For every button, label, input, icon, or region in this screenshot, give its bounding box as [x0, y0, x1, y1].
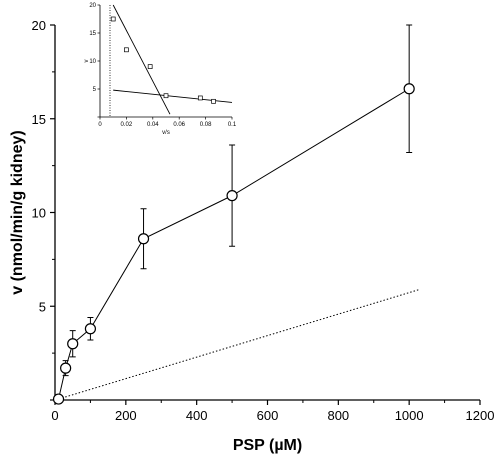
- data-point: [67, 338, 79, 350]
- inset-data-point: [110, 16, 116, 22]
- inset-x-tick-label: 0.06: [173, 122, 185, 128]
- data-point: [52, 393, 65, 405]
- data-point: [403, 83, 415, 95]
- x-tick-label: 600: [257, 408, 279, 423]
- inset-data-point: [163, 93, 169, 99]
- x-tick-label: 200: [115, 408, 137, 423]
- data-point: [226, 190, 238, 202]
- x-tick-label: 1000: [395, 408, 424, 423]
- y-tick-label: 5: [39, 299, 46, 314]
- inset-x-tick-label: 0.02: [121, 122, 133, 128]
- data-point: [60, 362, 72, 374]
- inset-y-tick-label: 5: [93, 87, 97, 93]
- inset-y-axis-title: v: [84, 60, 90, 63]
- inset-x-tick-label: 0.1: [228, 122, 237, 128]
- x-tick-label: 1200: [466, 408, 495, 423]
- data-point: [84, 323, 97, 335]
- y-tick-label: 15: [32, 112, 46, 127]
- x-tick-label: 800: [327, 408, 349, 423]
- inset-data-point: [147, 64, 153, 69]
- data-point: [137, 233, 150, 245]
- data-line-series: [58, 88, 410, 400]
- x-tick-label: 400: [186, 408, 208, 423]
- inset-data-point: [197, 95, 203, 101]
- x-tick-label: 0: [51, 408, 58, 423]
- y-tick-label: 20: [32, 18, 46, 33]
- inset-x-tick-label: 0.08: [200, 122, 212, 128]
- dotted-line-series: [58, 288, 420, 400]
- inset-x-tick-label: 0.04: [147, 122, 159, 128]
- inset-x-axis-title: v/s: [162, 130, 170, 136]
- inset-data-point: [211, 98, 216, 104]
- main-plot: 0 200 400 600 800 1000 1200 5 10 15 20 PSP (µM) v (n…: [9, 18, 494, 454]
- inset-y-tick-label: 15: [89, 31, 96, 37]
- inset-y-tick-label: 10: [89, 59, 96, 65]
- x-axis-title: PSP (µM): [233, 437, 302, 454]
- inset-data-point: [124, 47, 129, 53]
- y-axis-title: v (nmol/min/g kidney): [9, 130, 26, 294]
- inset-y-tick-label: 20: [89, 3, 96, 9]
- y-tick-label: 10: [32, 206, 46, 221]
- inset-fit-line: [112, 4, 171, 115]
- inset-x-tick-label: 0: [98, 122, 102, 128]
- inset-plot: 0 0.02 0.04 0.06 0.08 0.1 5 10 15 20 v/s v: [84, 3, 237, 136]
